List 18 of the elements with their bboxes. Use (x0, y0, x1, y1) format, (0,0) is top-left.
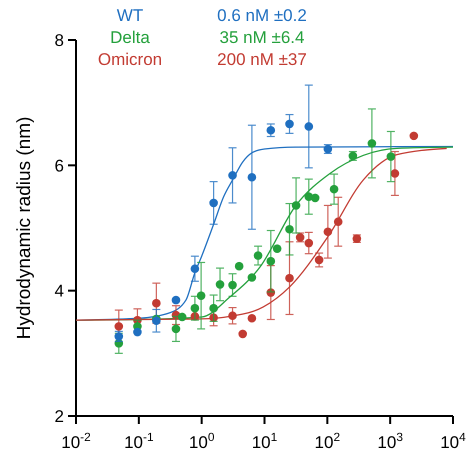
x-tick-label: 10$^{-1}$ (124, 430, 154, 452)
y-tick-label: 8 (54, 30, 64, 50)
x-tick-label: 10$^{-2}$ (61, 430, 92, 452)
text: Omicron (98, 50, 162, 69)
x-tick-label: 10$^{3}$ (377, 430, 404, 452)
text: 0.6 nM ±0.2 (217, 6, 307, 25)
x-tick-label: 10$^{4}$ (440, 430, 466, 452)
y-tick-label: 6 (54, 156, 64, 176)
annotation: 200 nM ±37 (217, 50, 307, 69)
annotation: 35 nM ±6.4 (220, 28, 304, 47)
x-tick-label: 10$^{1}$ (252, 430, 278, 452)
x-tick-label: 10$^{2}$ (314, 430, 340, 452)
text: WT (116, 6, 144, 25)
x-tick-label: 10$^{0}$ (188, 430, 215, 452)
y-tick-label: 4 (54, 282, 64, 301)
text: Delta (110, 28, 150, 47)
y-tick-label: 2 (54, 406, 64, 426)
y-axis-title: Hydrodynamic radius (nm) (14, 116, 35, 340)
